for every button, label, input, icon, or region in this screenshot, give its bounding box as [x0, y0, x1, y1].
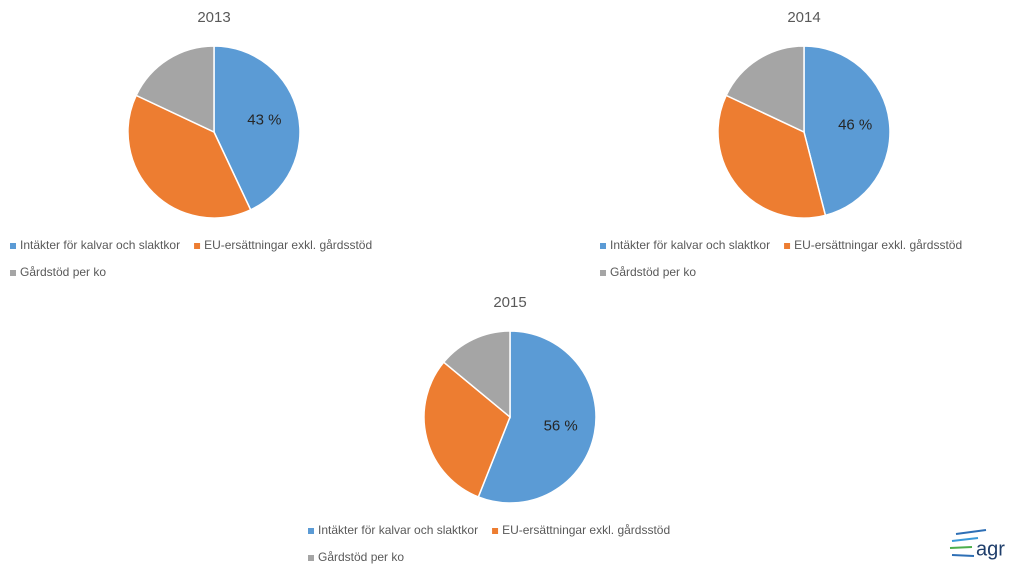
pie-chart: 2015 56 % Intäkter för kalvar och slaktkor… [308, 294, 670, 564]
legend-label: EU-ersättningar exkl. gårdsstöd [502, 523, 670, 537]
pie-slice [423, 361, 511, 498]
pie-chart: 2013 43 % Intäkter för kalvar och slaktkor… [10, 9, 372, 279]
legend-label: Gårdstöd per ko [318, 550, 404, 564]
pie-slice [442, 330, 511, 419]
data-label: 56 % [544, 418, 578, 435]
logo-stroke [949, 546, 973, 549]
chart-title: 2013 [197, 9, 230, 26]
legend-swatch [600, 270, 606, 276]
legend-label: EU-ersättningar exkl. gårdsstöd [204, 238, 372, 252]
chart-title: 2014 [787, 9, 820, 26]
logo-stroke [951, 554, 975, 557]
legend-label: Intäkter för kalvar och slaktkor [318, 523, 478, 537]
pie-slice [717, 94, 827, 219]
legend: Intäkter för kalvar och slaktkor EU-ersät… [600, 238, 962, 279]
logo-stroke [951, 537, 979, 542]
pie-slice [213, 45, 301, 211]
legend-label: Intäkter för kalvar och slaktkor [20, 238, 180, 252]
legend-swatch [10, 243, 16, 249]
pie-slice [803, 45, 891, 217]
data-label: 43 % [247, 112, 281, 129]
legend-swatch [194, 243, 201, 249]
legend: Intäkter för kalvar och slaktkor EU-ersät… [308, 523, 670, 564]
data-label: 46 % [838, 117, 872, 134]
pie-slice [725, 45, 805, 134]
logo-text: agr [976, 538, 1005, 560]
chart-title: 2015 [493, 294, 526, 311]
legend-label: Intäkter för kalvar och slaktkor [610, 238, 770, 252]
legend-swatch [308, 528, 314, 534]
legend-swatch [308, 555, 314, 561]
legend-swatch [492, 528, 499, 534]
pie-slice [127, 94, 252, 219]
legend: Intäkter för kalvar och slaktkor EU-ersät… [10, 238, 372, 279]
legend-swatch [600, 243, 606, 249]
legend-swatch [10, 270, 16, 276]
legend-label: Gårdstöd per ko [20, 265, 106, 279]
pie-slice [135, 45, 215, 134]
logo-stroke [955, 529, 987, 535]
legend-swatch [784, 243, 791, 249]
legend-label: Gårdstöd per ko [610, 265, 696, 279]
pie-chart: 2014 46 % Intäkter för kalvar och slaktkor… [600, 9, 962, 279]
pie-slice [477, 330, 597, 504]
logo: agr [949, 529, 1005, 560]
legend-label: EU-ersättningar exkl. gårdsstöd [794, 238, 962, 252]
